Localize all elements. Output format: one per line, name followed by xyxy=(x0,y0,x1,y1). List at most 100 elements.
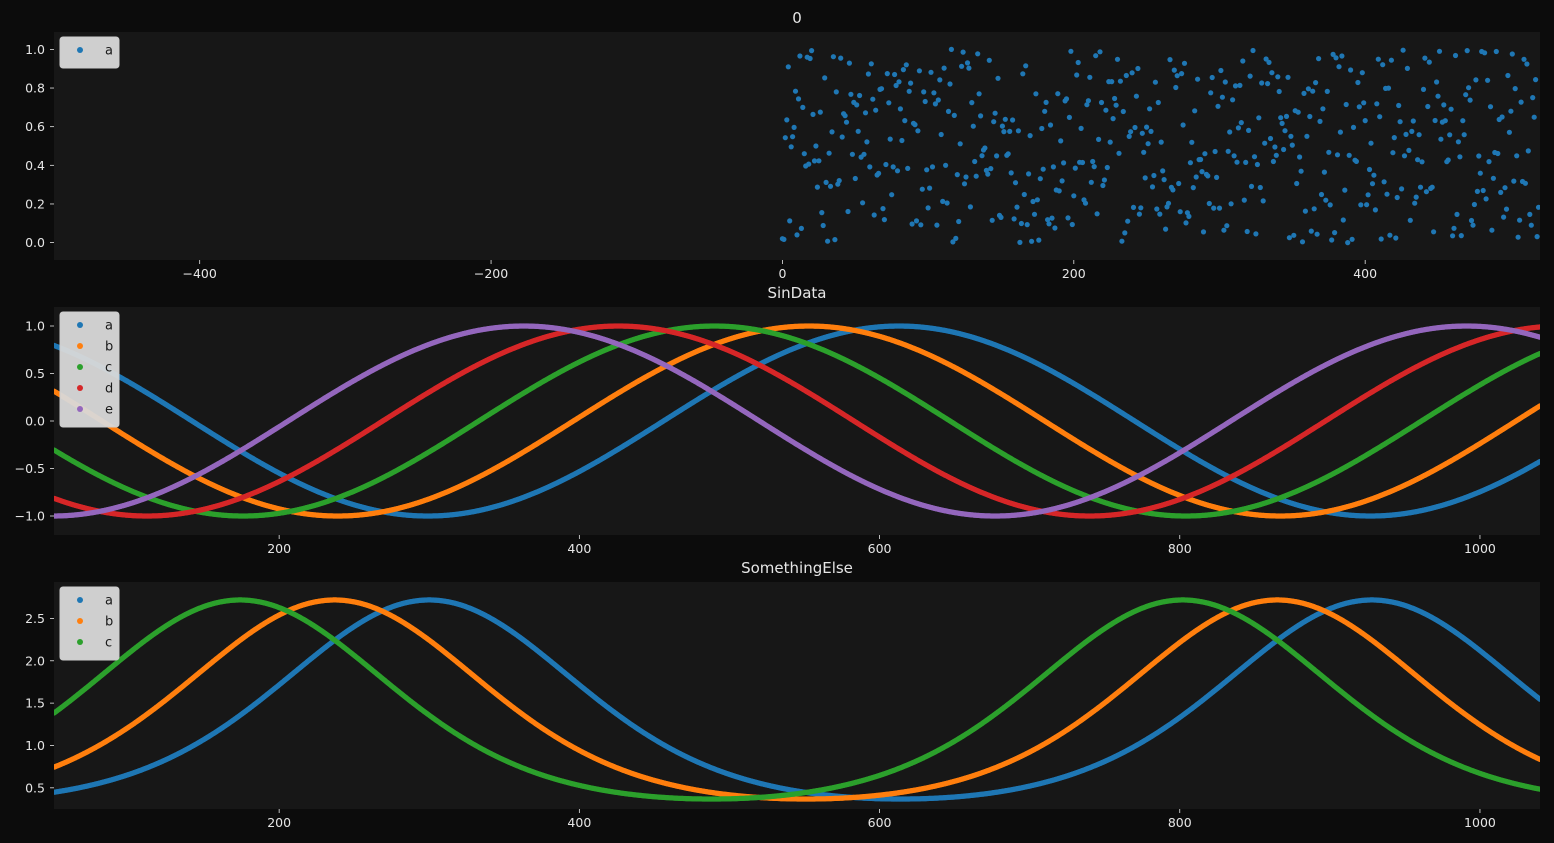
data-point xyxy=(903,62,909,68)
data-point xyxy=(1259,80,1265,86)
data-point xyxy=(1149,184,1156,190)
data-point xyxy=(1030,198,1036,205)
data-point xyxy=(852,175,858,182)
data-point xyxy=(860,200,866,206)
data-point xyxy=(1061,160,1067,166)
data-point xyxy=(956,218,962,225)
data-point xyxy=(1282,128,1288,134)
data-point xyxy=(1313,80,1319,86)
data-point xyxy=(1246,127,1252,133)
data-point xyxy=(976,91,982,97)
data-point xyxy=(1058,138,1064,144)
data-point xyxy=(919,186,925,192)
data-point xyxy=(1151,172,1157,179)
data-point xyxy=(886,100,892,106)
data-point xyxy=(967,204,974,210)
data-point xyxy=(1096,136,1102,142)
data-point xyxy=(916,68,923,74)
data-point xyxy=(1157,211,1163,217)
data-point xyxy=(889,192,895,198)
data-point xyxy=(1012,180,1019,186)
data-point xyxy=(1014,204,1020,210)
data-point xyxy=(1174,73,1180,79)
data-point xyxy=(1429,184,1435,190)
data-point xyxy=(953,235,959,241)
data-point xyxy=(940,198,946,204)
data-point xyxy=(1334,152,1341,158)
data-point xyxy=(854,102,860,108)
data-point xyxy=(1165,200,1172,206)
data-point xyxy=(978,113,984,119)
data-point xyxy=(1525,148,1531,154)
data-point xyxy=(1372,207,1378,213)
data-point xyxy=(781,236,787,242)
data-point xyxy=(1031,211,1038,217)
data-point xyxy=(1464,48,1470,54)
data-point xyxy=(1192,108,1198,114)
data-point xyxy=(1294,180,1300,187)
data-point xyxy=(1167,57,1173,63)
data-point xyxy=(1055,91,1061,97)
data-point xyxy=(1448,106,1454,112)
data-point xyxy=(830,54,837,60)
data-point xyxy=(857,92,863,99)
data-point xyxy=(1473,77,1479,83)
data-point xyxy=(906,88,912,94)
data-point xyxy=(1125,218,1131,224)
data-point xyxy=(1514,153,1520,159)
data-point xyxy=(1320,106,1326,112)
data-point xyxy=(902,118,908,124)
data-point xyxy=(989,217,995,223)
data-point xyxy=(820,222,826,229)
y-tick-label: 0.6 xyxy=(25,119,45,134)
data-point xyxy=(1346,152,1352,158)
data-point xyxy=(1350,124,1357,130)
data-point xyxy=(1314,231,1320,237)
data-point xyxy=(1501,214,1507,220)
data-point xyxy=(1219,94,1225,100)
data-point xyxy=(982,145,988,151)
data-point xyxy=(991,119,997,125)
data-point xyxy=(800,104,806,110)
data-point xyxy=(966,65,972,71)
data-point xyxy=(1199,169,1205,175)
data-point xyxy=(1059,178,1065,184)
data-point xyxy=(995,75,1001,81)
data-point xyxy=(1490,175,1496,181)
data-point xyxy=(1298,168,1304,174)
data-point xyxy=(1248,183,1255,189)
data-point xyxy=(1132,124,1138,131)
data-point xyxy=(1017,239,1023,245)
data-point xyxy=(1123,72,1129,79)
legend-marker xyxy=(77,47,83,53)
data-point xyxy=(795,96,802,102)
data-point xyxy=(985,171,991,177)
data-point xyxy=(1206,200,1212,207)
data-point xyxy=(1416,132,1422,138)
data-point xyxy=(864,139,870,145)
data-point xyxy=(1340,217,1346,223)
data-point xyxy=(814,184,821,190)
data-point xyxy=(1380,62,1386,68)
data-point xyxy=(1337,129,1343,135)
data-point xyxy=(1327,202,1333,208)
data-point xyxy=(1045,217,1051,223)
data-point xyxy=(957,141,963,147)
data-point xyxy=(1186,213,1192,219)
data-point xyxy=(973,173,979,179)
data-point xyxy=(1505,72,1511,79)
legend[interactable]: a xyxy=(59,36,120,69)
data-point xyxy=(1265,81,1271,87)
data-point xyxy=(1227,129,1233,135)
data-point xyxy=(1020,71,1026,77)
data-point xyxy=(809,48,815,54)
data-point xyxy=(1499,114,1505,120)
data-point xyxy=(829,129,835,135)
data-point xyxy=(954,172,960,178)
data-point xyxy=(1403,131,1409,137)
data-point xyxy=(836,178,842,184)
data-point xyxy=(1537,403,1540,409)
data-point xyxy=(1477,170,1483,176)
data-point xyxy=(845,208,851,215)
